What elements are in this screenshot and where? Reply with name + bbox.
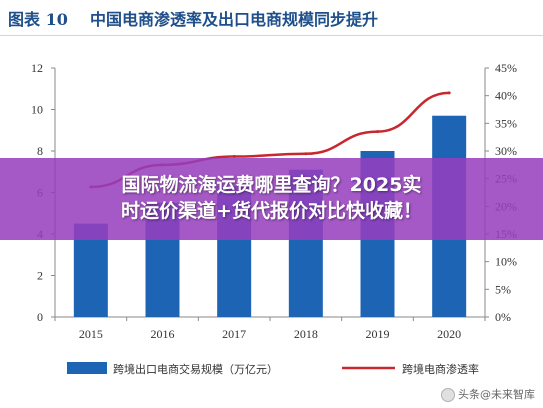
legend-line-label: 跨境电商渗透率 [402,362,479,376]
x-tick-label: 2020 [437,327,461,341]
y-right-tick-label: 45% [495,61,517,75]
y-left-tick-label: 8 [37,144,43,158]
line-point [376,130,379,134]
y-right-tick-label: 5% [495,282,511,296]
overlay-line-1: 国际物流海运费哪里查询？2025实 [121,174,422,196]
y-left-tick-label: 0 [37,310,43,324]
y-right-tick-label: 35% [495,116,517,130]
legend-bar-swatch [67,362,107,374]
y-right-tick-label: 0% [495,310,511,324]
chart-title: 中国电商渗透率及出口电商规模同步提升 [90,10,379,29]
x-tick-label: 2019 [366,327,390,341]
line-point [447,91,451,95]
y-left-tick-label: 10 [31,103,43,117]
x-tick-label: 2018 [294,327,318,341]
overlay-line-2: 时运价渠道+货代报价对比快收藏！ [121,200,422,222]
watermark-logo-icon [441,388,455,402]
watermark: 头条@未来智库 [441,386,535,402]
overlay-banner[interactable]: 国际物流海运费哪里查询？2025实 时运价渠道+货代报价对比快收藏！ [0,158,543,240]
figure-label: 图表 10 [8,10,68,29]
y-right-tick-label: 10% [495,255,517,269]
x-tick-label: 2015 [79,327,103,341]
line-point [232,155,236,159]
line-point [304,152,308,156]
y-right-tick-label: 30% [495,144,517,158]
figure-header: 图表 10 中国电商渗透率及出口电商规模同步提升 [0,0,543,36]
x-tick-label: 2016 [151,327,175,341]
y-right-tick-label: 40% [495,89,517,103]
legend-bar-label: 跨境出口电商交易规模（万亿元） [113,362,278,376]
y-left-tick-label: 2 [37,269,43,283]
watermark-text: 头条@未来智库 [458,388,535,401]
x-tick-label: 2017 [222,327,246,341]
y-left-tick-label: 12 [31,61,43,75]
